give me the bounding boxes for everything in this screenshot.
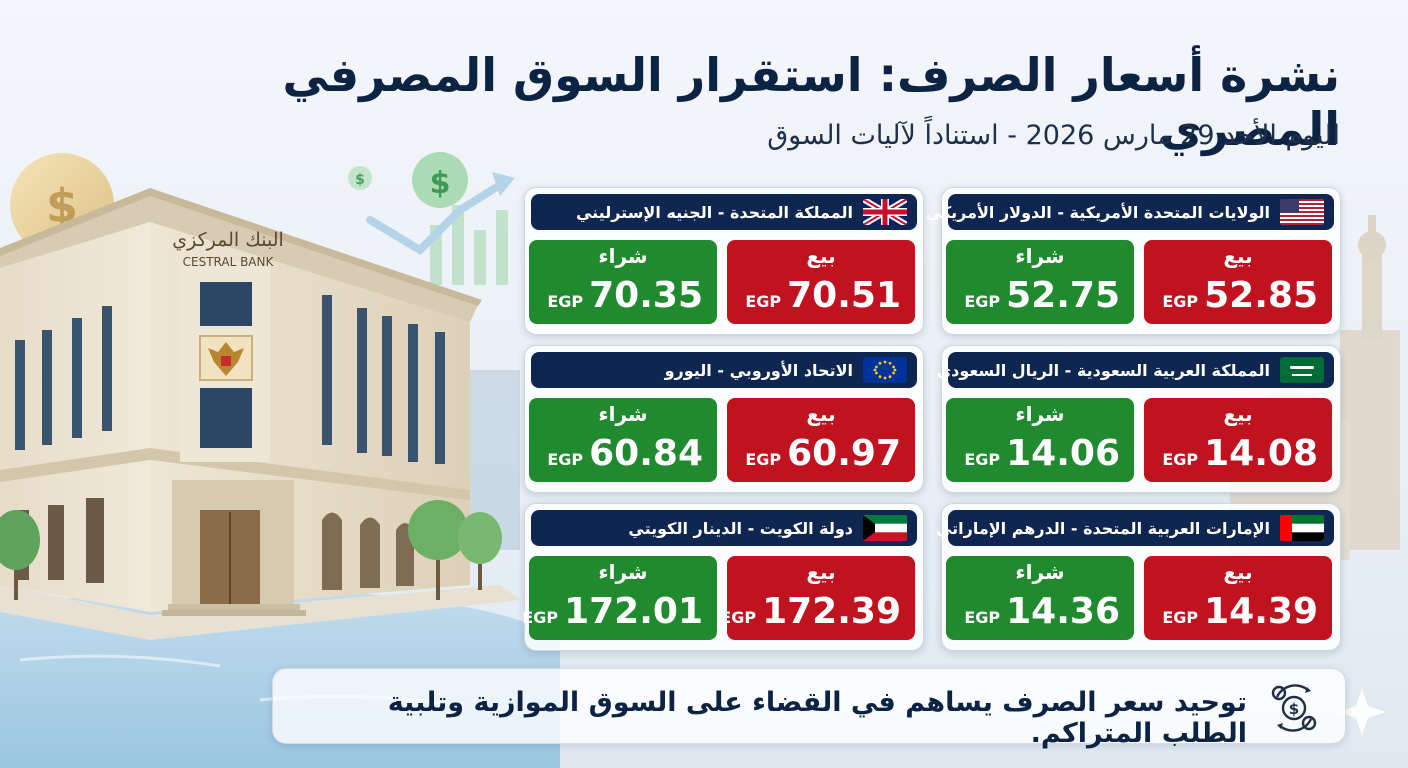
sell-rate: 70.51: [787, 275, 901, 316]
currency-unit: EGP: [964, 608, 1001, 627]
card-title: دولة الكويت - الدينار الكويتي: [628, 518, 853, 538]
sell-rate-box: بيع EGP 172.39: [720, 556, 915, 640]
currency-unit: EGP: [1162, 450, 1199, 469]
buy-rate: 52.75: [1006, 275, 1120, 316]
card-title: المملكة العربية السعودية - الريال السعود…: [936, 360, 1270, 380]
sell-label: بيع: [1223, 560, 1253, 584]
card-title: الإمارات العربية المتحدة - الدرهم الإمار…: [935, 518, 1270, 538]
saudi-flag-icon: [1280, 357, 1324, 383]
bank-sign-english: CESTRAL BANK: [183, 255, 275, 269]
kuwait-flag-icon: [863, 515, 907, 541]
buy-rate-box: شراء EGP 172.01: [522, 556, 717, 640]
buy-label: شراء: [1015, 244, 1065, 268]
sell-rate-box: بيع EGP 60.97: [727, 398, 915, 482]
buy-rate-box: شراء EGP 70.35: [529, 240, 717, 324]
sell-label: بيع: [806, 244, 836, 268]
sell-rate-box: بيع EGP 14.08: [1144, 398, 1332, 482]
rate-card-sar: المملكة العربية السعودية - الريال السعود…: [936, 345, 1341, 493]
page-title: نشرة أسعار الصرف: استقرار السوق المصرفي …: [282, 48, 1340, 156]
footer-note: $ توحيد سعر الصرف يساهم في القضاء على ال…: [272, 668, 1346, 749]
currency-unit: EGP: [720, 608, 757, 627]
card-title: الولايات المتحدة الأمريكية - الدولار الأ…: [925, 202, 1270, 222]
svg-text:$: $: [355, 172, 365, 188]
currency-unit: EGP: [964, 450, 1001, 469]
rate-card-kwd: دولة الكويت - الدينار الكويتي بيع EGP 172…: [522, 503, 924, 651]
sell-rate: 60.97: [787, 433, 901, 474]
buy-rate-box: شراء EGP 60.84: [529, 398, 717, 482]
card-header: الإمارات العربية المتحدة - الدرهم الإمار…: [936, 510, 1334, 546]
us-flag-icon: [1280, 199, 1324, 225]
sell-rate-box: بيع EGP 70.51: [727, 240, 915, 324]
bank-sign-arabic: البنك المركزي: [172, 229, 284, 251]
currency-exchange-gears-icon: $: [1271, 684, 1317, 732]
buy-label: شراء: [598, 244, 648, 268]
card-header: الاتحاد الأوروبي - اليورو: [531, 352, 917, 388]
sell-rate-box: بيع EGP 52.85: [1144, 240, 1332, 324]
buy-rate: 70.35: [589, 275, 703, 316]
sell-rate: 172.39: [762, 591, 901, 632]
sell-rate: 14.39: [1204, 591, 1318, 632]
card-header: الولايات المتحدة الأمريكية - الدولار الأ…: [926, 194, 1334, 230]
buy-label: شراء: [1015, 402, 1065, 426]
rate-card-usd: الولايات المتحدة الأمريكية - الدولار الأ…: [926, 187, 1341, 335]
currency-unit: EGP: [1162, 292, 1199, 311]
buy-rate-box: شراء EGP 14.06: [946, 398, 1134, 482]
uae-flag-icon: [1280, 515, 1324, 541]
eu-flag-icon: [863, 357, 907, 383]
buy-rate: 172.01: [564, 591, 703, 632]
rate-card-aed: الإمارات العربية المتحدة - الدرهم الإمار…: [936, 503, 1341, 651]
svg-text:$: $: [1289, 700, 1299, 718]
sell-label: بيع: [1223, 244, 1253, 268]
currency-unit: EGP: [522, 608, 559, 627]
card-header: المملكة العربية السعودية - الريال السعود…: [936, 352, 1334, 388]
sell-label: بيع: [806, 402, 836, 426]
sell-label: بيع: [1223, 402, 1253, 426]
sell-rate: 14.08: [1204, 433, 1318, 474]
uk-flag-icon: [863, 199, 907, 225]
footer-text: توحيد سعر الصرف يساهم في القضاء على السو…: [387, 687, 1247, 749]
buy-rate: 60.84: [589, 433, 703, 474]
rate-card-gbp: المملكة المتحدة - الجنيه الإسترليني بيع …: [524, 187, 924, 335]
card-title: الاتحاد الأوروبي - اليورو: [664, 360, 853, 380]
sell-rate: 52.85: [1204, 275, 1318, 316]
buy-rate-box: شراء EGP 52.75: [946, 240, 1134, 324]
sell-rate-box: بيع EGP 14.39: [1144, 556, 1332, 640]
svg-text:$: $: [430, 166, 451, 201]
buy-rate: 14.06: [1006, 433, 1120, 474]
buy-label: شراء: [598, 560, 648, 584]
buy-label: شراء: [1015, 560, 1065, 584]
currency-unit: EGP: [547, 292, 584, 311]
currency-unit: EGP: [547, 450, 584, 469]
page-subtitle: اليوم الأحد 29 مارس 2026 - استناداً لآلي…: [767, 120, 1340, 151]
currency-unit: EGP: [745, 292, 782, 311]
currency-unit: EGP: [1162, 608, 1199, 627]
buy-label: شراء: [598, 402, 648, 426]
card-title: المملكة المتحدة - الجنيه الإسترليني: [575, 202, 853, 222]
currency-unit: EGP: [745, 450, 782, 469]
currency-unit: EGP: [964, 292, 1001, 311]
sell-label: بيع: [806, 560, 836, 584]
buy-rate: 14.36: [1006, 591, 1120, 632]
card-header: المملكة المتحدة - الجنيه الإسترليني: [531, 194, 917, 230]
buy-rate-box: شراء EGP 14.36: [946, 556, 1134, 640]
rate-card-eur: الاتحاد الأوروبي - اليورو بيع EGP 60.97 ش…: [524, 345, 924, 493]
card-header: دولة الكويت - الدينار الكويتي: [531, 510, 917, 546]
